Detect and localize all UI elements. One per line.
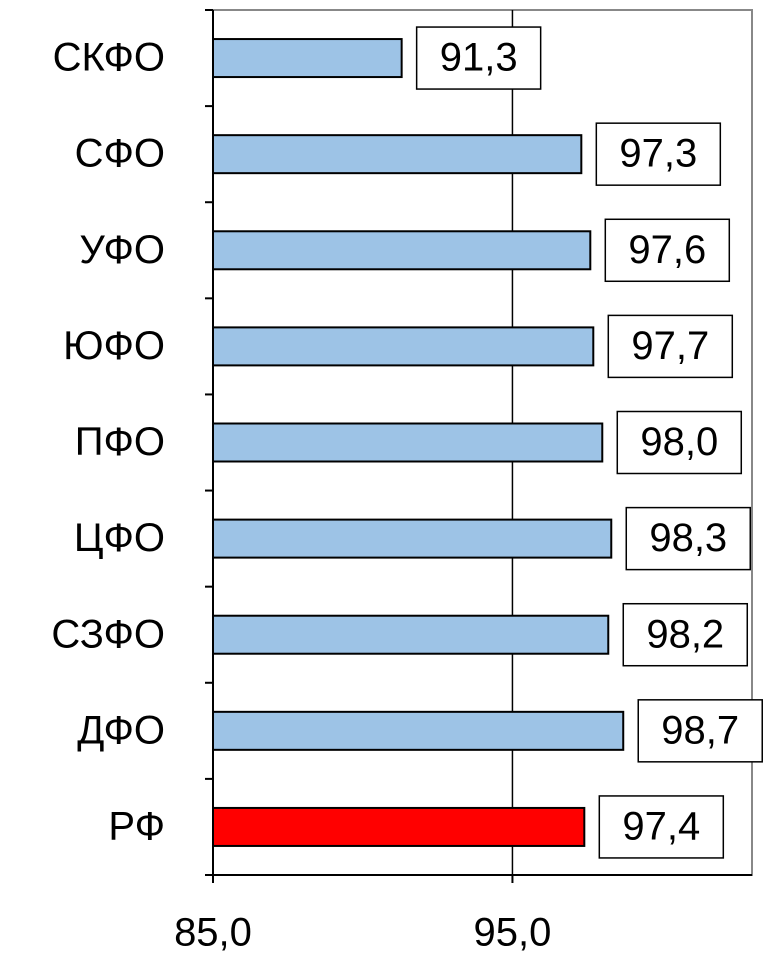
y-tick-label: ЦФО bbox=[74, 516, 165, 560]
value-label: 97,3 bbox=[619, 132, 697, 176]
bar bbox=[212, 422, 604, 463]
value-label: 98,3 bbox=[649, 516, 727, 560]
bar bbox=[212, 230, 592, 271]
value-label: 98,2 bbox=[646, 612, 724, 656]
y-tick-label: РФ bbox=[108, 805, 165, 849]
value-label: 91,3 bbox=[440, 36, 518, 80]
value-label-box bbox=[622, 602, 749, 667]
bar bbox=[212, 710, 625, 751]
value-label: 97,4 bbox=[622, 805, 700, 849]
bar bbox=[212, 38, 403, 79]
y-tick-label: ДФО bbox=[77, 708, 165, 752]
y-tick-label: СЗФО bbox=[51, 612, 165, 656]
x-tick-label: 95,0 bbox=[474, 911, 552, 955]
value-label-box bbox=[415, 26, 542, 90]
value-label-box bbox=[607, 314, 734, 379]
value-label: 97,6 bbox=[628, 228, 706, 272]
value-label: 98,7 bbox=[661, 708, 739, 752]
value-label-box bbox=[604, 218, 731, 283]
bar bbox=[212, 326, 595, 367]
y-tick-label: ЮФО bbox=[63, 324, 165, 368]
y-tick-label: СФО bbox=[75, 132, 165, 176]
y-tick-label: УФО bbox=[79, 228, 165, 272]
bar bbox=[212, 806, 586, 847]
y-tick-label: ПФО bbox=[75, 420, 165, 464]
value-label-box bbox=[595, 122, 722, 186]
value-label-box bbox=[598, 795, 725, 859]
value-label-box bbox=[616, 410, 743, 475]
value-label: 98,0 bbox=[640, 420, 718, 464]
value-label: 97,7 bbox=[631, 324, 709, 368]
x-tick-label: 85,0 bbox=[174, 911, 252, 955]
y-tick-label: СКФО bbox=[53, 36, 165, 80]
bar bbox=[212, 614, 610, 655]
bar bbox=[212, 134, 583, 175]
value-label-box bbox=[637, 699, 763, 763]
value-label-box bbox=[625, 506, 752, 571]
bar bbox=[212, 518, 613, 559]
